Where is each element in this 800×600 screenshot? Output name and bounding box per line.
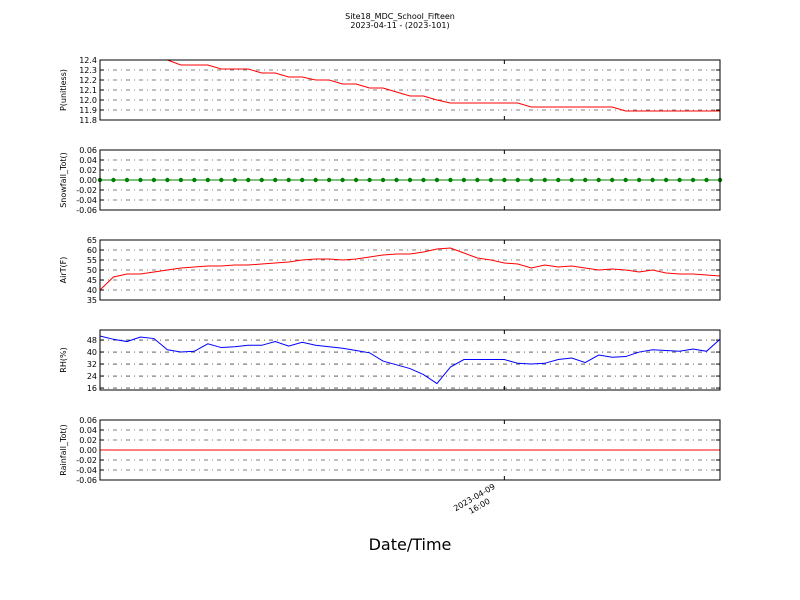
plot-frame xyxy=(99,239,721,301)
data-point xyxy=(326,177,332,183)
y-tick-label: -0.04 xyxy=(76,196,97,205)
data-point xyxy=(353,177,359,183)
data-point xyxy=(380,177,386,183)
data-point xyxy=(515,177,521,183)
plot-frame xyxy=(99,329,721,391)
data-point xyxy=(542,177,547,183)
data-point xyxy=(111,177,116,183)
y-tick-label: 12.2 xyxy=(79,76,97,85)
y-tick-label: -0.06 xyxy=(76,206,97,215)
data-line xyxy=(99,247,721,291)
y-tick-label: 12.4 xyxy=(79,56,97,65)
y-tick-label: 0.00 xyxy=(79,176,97,185)
data-point xyxy=(502,177,507,183)
data-point xyxy=(259,177,264,183)
data-point xyxy=(434,177,440,183)
y-tick-label: 12.3 xyxy=(79,66,97,75)
data-point xyxy=(232,177,237,183)
y-tick-label: 40 xyxy=(87,286,97,295)
y-tick-label: 48 xyxy=(87,336,97,345)
y-tick-label: 60 xyxy=(87,246,97,255)
y-tick-label: 0.06 xyxy=(79,146,97,155)
data-point xyxy=(596,177,601,183)
data-point xyxy=(609,177,615,183)
data-point xyxy=(367,177,372,183)
data-point xyxy=(704,177,709,183)
plot-frame xyxy=(99,149,721,211)
data-point xyxy=(690,177,696,183)
data-point xyxy=(677,177,682,183)
y-tick-label: 12.1 xyxy=(79,86,97,95)
y-tick-label: -0.04 xyxy=(76,466,97,475)
data-point xyxy=(421,177,426,183)
data-point xyxy=(178,177,184,183)
y-tick-label: 55 xyxy=(87,256,97,265)
data-point xyxy=(623,177,628,183)
data-point xyxy=(475,177,480,183)
data-point xyxy=(313,177,318,183)
data-point xyxy=(529,177,534,183)
y-axis-label: Rainfall_Tot() xyxy=(59,424,68,476)
y-axis-label: AirT(F) xyxy=(59,257,68,284)
data-point xyxy=(569,177,574,183)
y-tick-label: 0.06 xyxy=(79,416,97,425)
data-point xyxy=(246,177,251,183)
data-point xyxy=(124,177,130,183)
y-axis-label: P(unitless) xyxy=(59,69,68,111)
y-tick-label: -0.06 xyxy=(76,476,97,485)
data-point xyxy=(448,177,453,183)
data-point xyxy=(151,177,157,183)
y-tick-label: 35 xyxy=(87,296,97,305)
y-tick-label: 0.00 xyxy=(79,446,97,455)
data-point xyxy=(273,177,278,183)
y-tick-label: -0.02 xyxy=(76,186,97,195)
y-tick-label: 0.04 xyxy=(79,156,97,165)
y-tick-label: 16 xyxy=(87,384,97,393)
y-tick-label: 50 xyxy=(87,266,97,275)
data-line xyxy=(99,335,721,385)
data-point xyxy=(394,177,399,183)
data-point xyxy=(299,177,305,183)
data-point xyxy=(556,177,561,183)
y-tick-label: 11.9 xyxy=(79,106,97,115)
y-tick-label: 65 xyxy=(87,236,97,245)
data-point xyxy=(583,177,588,183)
y-axis-label: Snowfall_Tot() xyxy=(59,152,68,208)
y-tick-label: 32 xyxy=(87,360,97,369)
y-axis-label: RH(%) xyxy=(59,347,68,372)
y-tick-label: 11.8 xyxy=(79,116,97,125)
data-point xyxy=(205,177,211,183)
chart-title: Site18_MDC_School_Fifteen xyxy=(345,12,455,21)
data-point xyxy=(488,177,494,183)
chart-subtitle: 2023-04-11 - (2023-101) xyxy=(350,21,449,30)
data-point xyxy=(461,177,467,183)
data-point xyxy=(636,177,642,183)
data-point xyxy=(165,177,170,183)
y-tick-label: 12.0 xyxy=(79,96,97,105)
y-tick-label: 0.02 xyxy=(79,436,97,445)
data-point xyxy=(286,177,291,183)
data-point xyxy=(407,177,413,183)
y-tick-label: 45 xyxy=(87,276,97,285)
data-point xyxy=(219,177,224,183)
data-point xyxy=(650,177,655,183)
plot-frame xyxy=(99,59,721,121)
y-tick-label: 40 xyxy=(87,348,97,357)
plot-frame xyxy=(99,419,721,481)
y-tick-label: 0.02 xyxy=(79,166,97,175)
data-point xyxy=(340,177,345,183)
data-point xyxy=(192,177,197,183)
y-tick-label: 24 xyxy=(87,372,97,381)
data-point xyxy=(138,177,143,183)
x-axis-label: Date/Time xyxy=(369,535,452,554)
data-line xyxy=(100,59,720,112)
y-tick-label: 0.04 xyxy=(79,426,97,435)
data-point xyxy=(663,177,669,183)
y-tick-label: -0.02 xyxy=(76,456,97,465)
